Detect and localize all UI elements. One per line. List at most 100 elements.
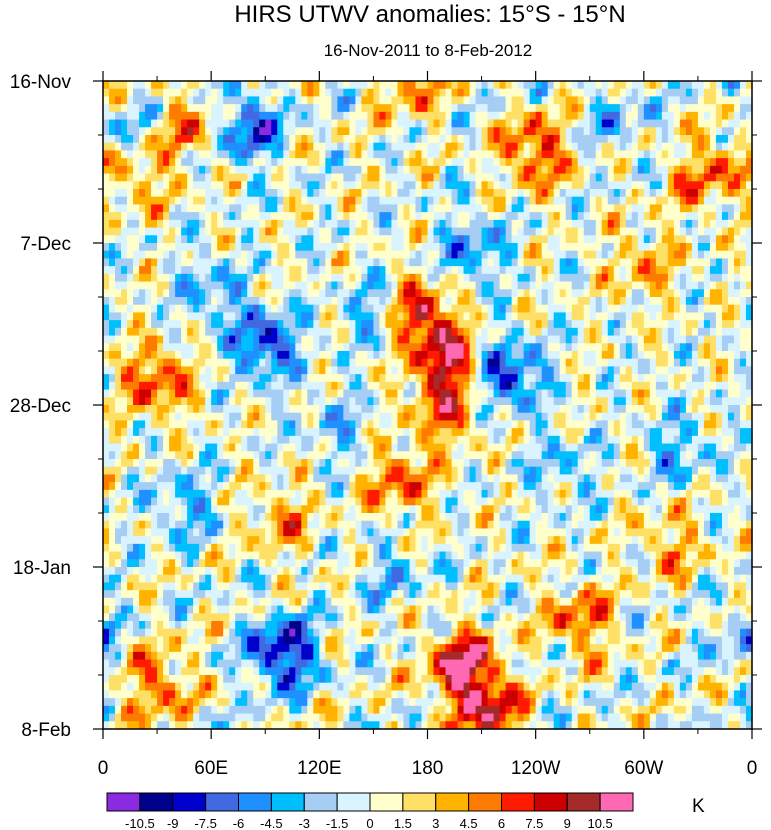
heatmap-cell bbox=[499, 158, 507, 167]
heatmap-cell bbox=[325, 158, 332, 167]
heatmap-cell bbox=[481, 358, 489, 368]
heatmap-cell bbox=[631, 88, 639, 98]
heatmap-cell bbox=[667, 374, 675, 383]
heatmap-cell bbox=[325, 412, 332, 422]
heatmap-cell bbox=[385, 405, 393, 414]
heatmap-cell bbox=[283, 381, 290, 391]
heatmap-cell bbox=[493, 366, 501, 375]
heatmap-cell bbox=[193, 297, 200, 306]
heatmap-cell bbox=[211, 181, 218, 190]
heatmap-cell bbox=[697, 381, 705, 391]
heatmap-cell bbox=[229, 204, 236, 213]
heatmap-cell bbox=[517, 227, 525, 236]
heatmap-cell bbox=[715, 227, 723, 236]
heatmap-cell bbox=[253, 289, 260, 298]
heatmap-cell bbox=[367, 250, 375, 260]
heatmap-cell bbox=[721, 420, 729, 429]
heatmap-cell bbox=[103, 312, 110, 321]
heatmap-cell bbox=[235, 235, 242, 244]
heatmap-cell bbox=[211, 381, 218, 391]
heatmap-cell bbox=[691, 420, 699, 429]
heatmap-cell bbox=[355, 304, 362, 314]
heatmap-cell bbox=[613, 366, 621, 375]
heatmap-cell bbox=[181, 273, 188, 283]
heatmap-cell bbox=[715, 96, 723, 105]
heatmap-cell bbox=[157, 435, 164, 445]
heatmap-cell bbox=[217, 119, 224, 128]
heatmap-cell bbox=[433, 374, 441, 383]
heatmap-cell bbox=[397, 119, 405, 128]
heatmap-cell bbox=[193, 389, 200, 398]
heatmap-cell bbox=[391, 381, 399, 391]
heatmap-cell bbox=[739, 420, 747, 429]
heatmap-cell bbox=[103, 81, 110, 90]
heatmap-cell bbox=[103, 150, 110, 159]
heatmap-cell bbox=[505, 297, 513, 306]
heatmap-cell bbox=[127, 181, 134, 190]
heatmap-cell bbox=[301, 158, 308, 167]
heatmap-cell bbox=[493, 243, 501, 252]
heatmap-cell bbox=[541, 158, 549, 167]
heatmap-cell bbox=[649, 397, 657, 406]
heatmap-cell bbox=[505, 235, 513, 244]
heatmap-cell bbox=[235, 381, 242, 391]
heatmap-cell bbox=[457, 243, 465, 252]
heatmap-cell bbox=[613, 374, 621, 383]
heatmap-cell bbox=[463, 374, 471, 383]
heatmap-cell bbox=[535, 219, 543, 229]
heatmap-cell bbox=[661, 142, 669, 152]
heatmap-cell bbox=[295, 312, 302, 321]
heatmap-cell bbox=[715, 281, 723, 290]
heatmap-cell bbox=[547, 150, 555, 159]
heatmap-cell bbox=[691, 351, 699, 360]
heatmap-cell bbox=[295, 219, 302, 229]
heatmap-cell bbox=[325, 297, 332, 306]
heatmap-cell bbox=[505, 343, 513, 352]
heatmap-cell bbox=[565, 196, 573, 206]
heatmap-cell bbox=[283, 389, 290, 398]
heatmap-cell bbox=[187, 88, 194, 98]
heatmap-cell bbox=[649, 428, 657, 437]
heatmap-cell bbox=[253, 111, 260, 121]
heatmap-cell bbox=[127, 412, 134, 422]
heatmap-cell bbox=[151, 88, 158, 98]
heatmap-cell bbox=[139, 281, 146, 290]
heatmap-cell bbox=[463, 204, 471, 213]
heatmap-cell bbox=[631, 281, 639, 290]
heatmap-cell bbox=[643, 381, 651, 391]
heatmap-cell bbox=[145, 266, 152, 275]
heatmap-cell bbox=[325, 142, 332, 152]
heatmap-cell bbox=[589, 343, 597, 352]
heatmap-cell bbox=[349, 189, 356, 198]
heatmap-cell bbox=[163, 327, 170, 337]
heatmap-cell bbox=[523, 219, 531, 229]
heatmap-cell bbox=[637, 250, 645, 260]
heatmap-cell bbox=[445, 320, 453, 329]
heatmap-cell bbox=[481, 273, 489, 283]
heatmap-cell bbox=[499, 127, 507, 136]
heatmap-cell bbox=[601, 405, 609, 414]
heatmap-cell bbox=[415, 212, 423, 221]
heatmap-cell bbox=[229, 119, 236, 128]
heatmap-cell bbox=[625, 189, 633, 198]
heatmap-cell bbox=[193, 358, 200, 368]
heatmap-cell bbox=[133, 88, 140, 98]
heatmap-cell bbox=[433, 281, 441, 290]
heatmap-cell bbox=[343, 127, 350, 136]
heatmap-cell bbox=[481, 351, 489, 360]
heatmap-cell bbox=[193, 366, 200, 375]
heatmap-cell bbox=[241, 320, 248, 329]
heatmap-cell bbox=[637, 119, 645, 128]
heatmap-cell bbox=[109, 227, 116, 236]
heatmap-cell bbox=[541, 135, 549, 144]
heatmap-cell bbox=[121, 150, 128, 159]
heatmap-cell bbox=[115, 273, 122, 283]
heatmap-cell bbox=[475, 343, 483, 352]
heatmap-cell bbox=[601, 227, 609, 236]
heatmap-cell bbox=[727, 96, 735, 105]
heatmap-cell bbox=[361, 320, 369, 329]
heatmap-cell bbox=[427, 173, 435, 182]
heatmap-cell bbox=[241, 351, 248, 360]
heatmap-cell bbox=[319, 374, 326, 383]
heatmap-cell bbox=[235, 181, 242, 190]
